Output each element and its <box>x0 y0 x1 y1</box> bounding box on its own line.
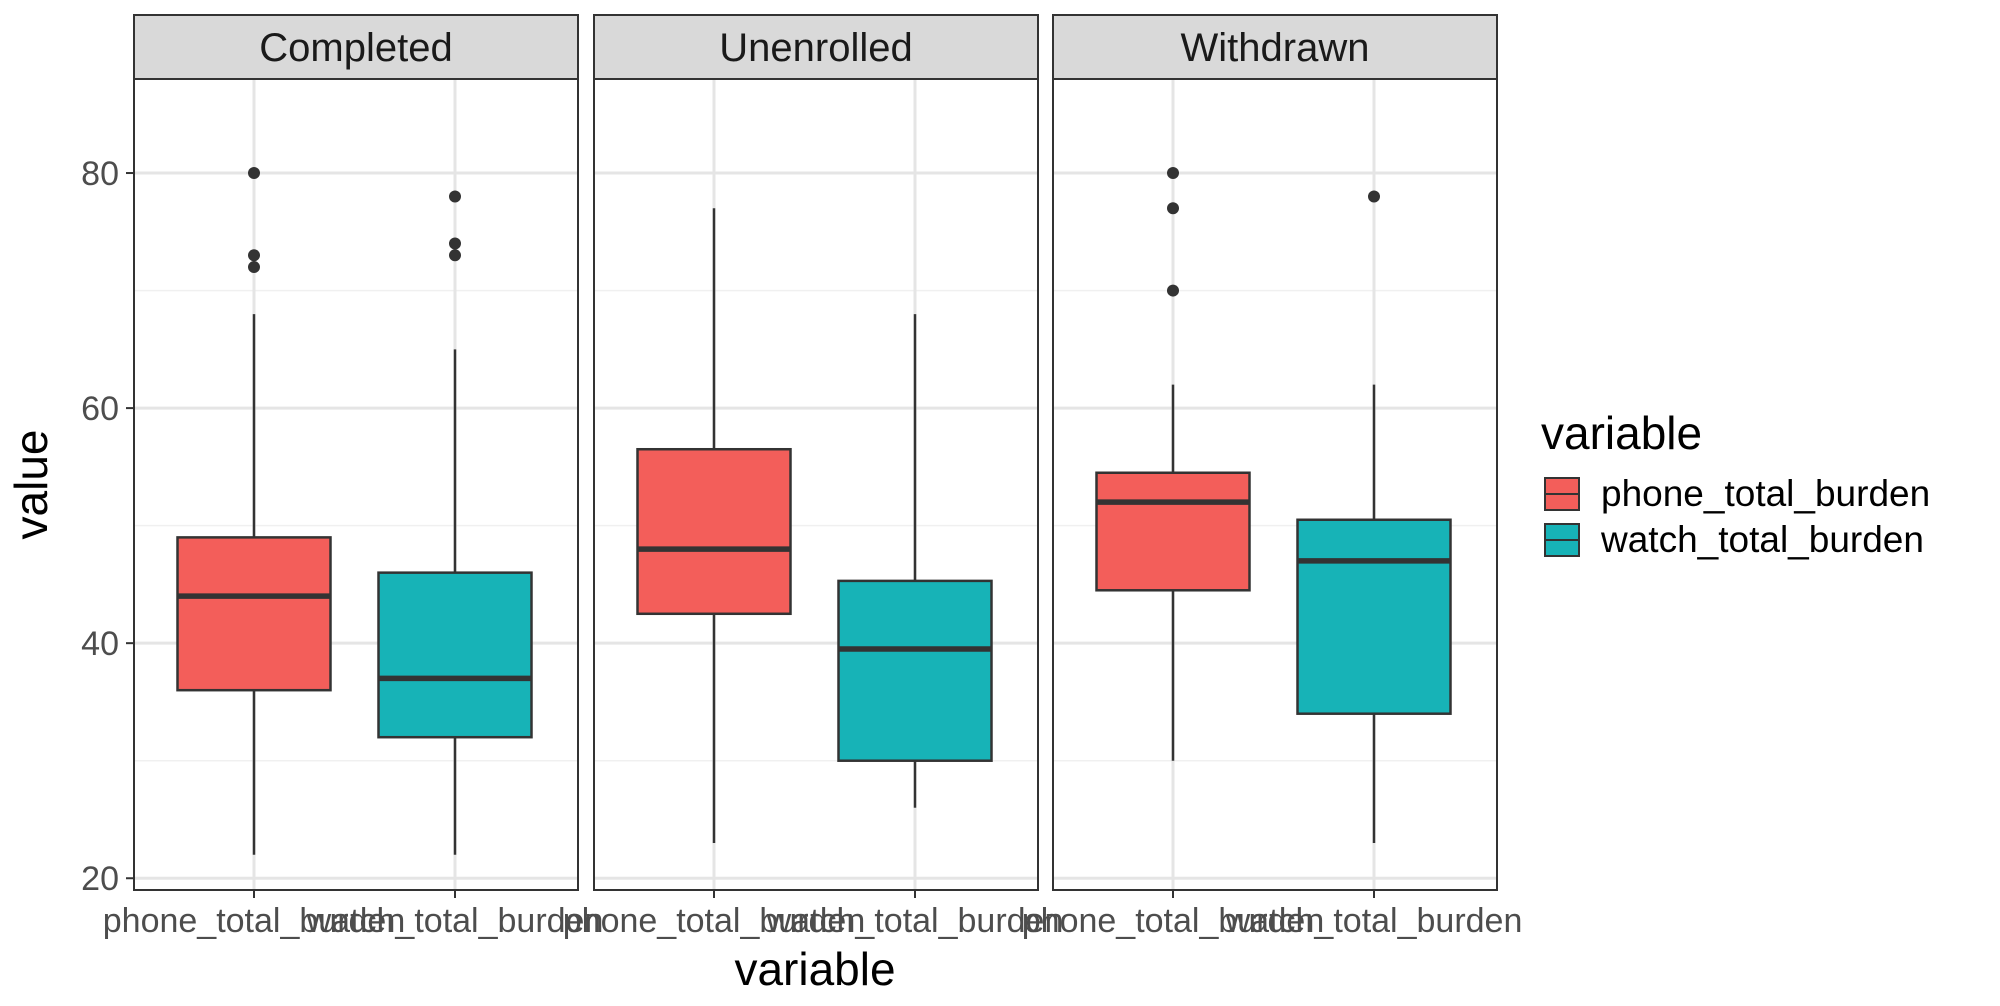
facet-panels: Completedphone_total_burdenwatch_total_b… <box>103 14 1523 940</box>
box-watch_total_burden: watch_total_burden <box>306 190 604 940</box>
facet-panel-withdrawn: Withdrawn phone_total_burdenwatch_total_b… <box>1022 14 1523 940</box>
outlier-point <box>248 167 260 180</box>
outlier-point <box>248 261 260 274</box>
facet-panel-completed: Completed phone_total_burdenwatch_total_b… <box>103 14 604 940</box>
panel-border <box>1052 78 1498 891</box>
box-body <box>1296 518 1452 715</box>
y-tick-label: 40 <box>81 625 119 663</box>
box-body <box>176 536 332 692</box>
x-tick-label: watch_total_burden <box>306 902 604 940</box>
legend-label: watch_total_burden <box>1600 519 1924 560</box>
box-body <box>377 571 533 739</box>
legend-key-watch_total_burden: watch_total_burden <box>1544 519 1924 560</box>
box-phone_total_burden: phone_total_burden <box>563 208 866 940</box>
facet-strip <box>593 14 1039 80</box>
outlier-point <box>1368 190 1380 203</box>
legend-label: phone_total_burden <box>1601 473 1930 514</box>
box-body <box>636 447 792 616</box>
panel-border <box>593 78 1039 891</box>
x-tick-label: phone_total_burden <box>563 902 866 940</box>
legend: variable phone_total_burden watch_total_b… <box>1541 407 1930 560</box>
outlier-point <box>1167 167 1179 180</box>
x-tick-label: watch_total_burden <box>1225 902 1523 940</box>
facet-strip <box>133 14 579 80</box>
outlier-point <box>449 237 461 250</box>
outlier-point <box>449 190 461 203</box>
outlier-point <box>1167 284 1179 297</box>
panel-background <box>134 79 578 890</box>
facet-strip-label: Withdrawn <box>1181 26 1370 70</box>
box-body <box>837 579 993 762</box>
legend-key-phone_total_burden: phone_total_burden <box>1544 473 1930 514</box>
panel-border <box>133 78 579 891</box>
box-watch_total_burden: watch_total_burden <box>1225 190 1523 940</box>
y-tick-label: 60 <box>81 390 119 428</box>
legend-title: variable <box>1541 407 1702 459</box>
outlier-point <box>1167 202 1179 215</box>
x-axis-label: variable <box>734 943 895 995</box>
y-axis: 20 40 60 80 <box>81 155 134 898</box>
outlier-point <box>248 249 260 262</box>
facet-strip-label: Unenrolled <box>719 26 912 70</box>
x-tick-label: watch_total_burden <box>766 902 1064 940</box>
y-tick-label: 80 <box>81 155 119 193</box>
y-tick-label: 20 <box>81 860 119 898</box>
facet-strip-label: Completed <box>259 26 452 70</box>
box-body <box>1095 471 1251 592</box>
x-tick-label: phone_total_burden <box>1022 902 1325 940</box>
box-phone_total_burden: phone_total_burden <box>103 167 406 940</box>
y-axis-label: value <box>5 430 57 540</box>
facet-panel-unenrolled: Unenrolled phone_total_burdenwatch_total_… <box>563 14 1064 940</box>
box-phone_total_burden: phone_total_burden <box>1022 167 1325 940</box>
outlier-point <box>449 249 461 262</box>
box-watch_total_burden: watch_total_burden <box>766 314 1064 940</box>
x-tick-label: phone_total_burden <box>103 902 406 940</box>
